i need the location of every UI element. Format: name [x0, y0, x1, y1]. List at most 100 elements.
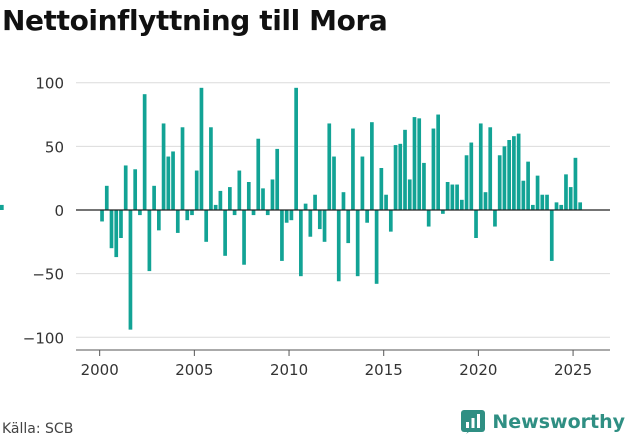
bar	[474, 210, 478, 238]
bar	[554, 202, 559, 210]
bar	[261, 188, 265, 210]
bar	[0, 204, 4, 210]
bar	[497, 155, 502, 210]
bar	[128, 210, 133, 330]
bar	[341, 192, 346, 210]
bar	[526, 161, 530, 210]
bar	[407, 179, 412, 210]
bar	[166, 156, 171, 210]
bar	[351, 128, 355, 210]
y-tick-label: 50	[45, 138, 64, 156]
bar	[161, 123, 166, 210]
bar	[422, 162, 426, 210]
bar	[365, 210, 369, 223]
bar	[493, 210, 497, 227]
bar	[327, 123, 332, 210]
bar	[209, 127, 213, 210]
bar	[138, 210, 142, 216]
bar	[180, 127, 185, 210]
bar	[573, 157, 578, 210]
bar	[346, 210, 351, 244]
bar	[190, 210, 194, 216]
bar	[289, 210, 294, 221]
bar	[171, 151, 175, 210]
bar	[294, 87, 298, 210]
bar	[436, 114, 441, 210]
bar	[455, 184, 459, 210]
x-tick-label: 2025	[554, 361, 592, 379]
bar	[516, 133, 521, 210]
bar	[398, 143, 403, 210]
bar	[185, 210, 190, 221]
bar	[464, 155, 469, 210]
bar	[242, 210, 246, 265]
bar	[147, 210, 152, 272]
y-tick-label: −50	[32, 266, 64, 284]
bar	[564, 174, 568, 210]
bar	[530, 204, 535, 210]
y-tick-label: 0	[54, 202, 64, 220]
bar	[218, 190, 223, 210]
bar	[512, 136, 516, 210]
bar	[336, 210, 341, 282]
bar	[156, 210, 161, 231]
bar	[317, 210, 322, 230]
bar	[152, 185, 156, 210]
bar	[104, 185, 109, 210]
bar	[280, 210, 284, 261]
bar	[109, 210, 114, 249]
bar	[213, 204, 218, 210]
bar	[175, 210, 180, 233]
bar	[426, 210, 431, 227]
bar	[313, 194, 317, 210]
bar	[578, 202, 583, 210]
newsworthy-icon	[461, 410, 486, 434]
bar	[441, 210, 445, 214]
bar	[308, 210, 313, 237]
bar	[133, 169, 138, 210]
bar	[459, 199, 464, 210]
x-tick-label: 2015	[365, 361, 403, 379]
bar	[223, 210, 227, 256]
bar	[194, 170, 199, 210]
bars	[0, 87, 583, 330]
bar	[237, 170, 242, 210]
bar	[251, 210, 256, 216]
bar	[360, 156, 365, 210]
bar	[142, 94, 147, 210]
bar	[119, 210, 123, 238]
bar	[275, 148, 280, 210]
bar	[412, 117, 417, 210]
bar	[540, 194, 545, 210]
bar	[431, 128, 436, 210]
bar	[256, 138, 261, 210]
bar	[559, 204, 564, 210]
x-tick-label: 2000	[81, 361, 119, 379]
bar	[545, 194, 549, 210]
bar	[403, 129, 407, 210]
bar	[379, 168, 384, 210]
bar	[549, 210, 554, 261]
bar	[332, 156, 336, 210]
bar	[568, 187, 573, 210]
bar	[355, 210, 360, 277]
bar	[322, 210, 327, 242]
x-tick-label: 2010	[270, 361, 308, 379]
bar	[469, 142, 474, 210]
bar	[228, 187, 232, 210]
bar	[502, 146, 507, 210]
bar	[384, 194, 388, 210]
bar	[246, 182, 251, 210]
brand-name: Newsworthy	[492, 411, 625, 433]
bar	[299, 210, 303, 277]
bar	[445, 182, 450, 210]
x-axis-ticks: 2000 2005 2010 2015 2020 2025	[81, 350, 592, 379]
y-tick-label: −100	[23, 329, 64, 347]
bar	[374, 210, 379, 284]
newsworthy-logo: Newsworthy	[460, 409, 625, 435]
x-tick-label: 2020	[459, 361, 497, 379]
y-axis-ticks: 100 50 0 −50 −100	[23, 75, 64, 348]
bar	[478, 123, 483, 210]
bar	[393, 145, 398, 210]
